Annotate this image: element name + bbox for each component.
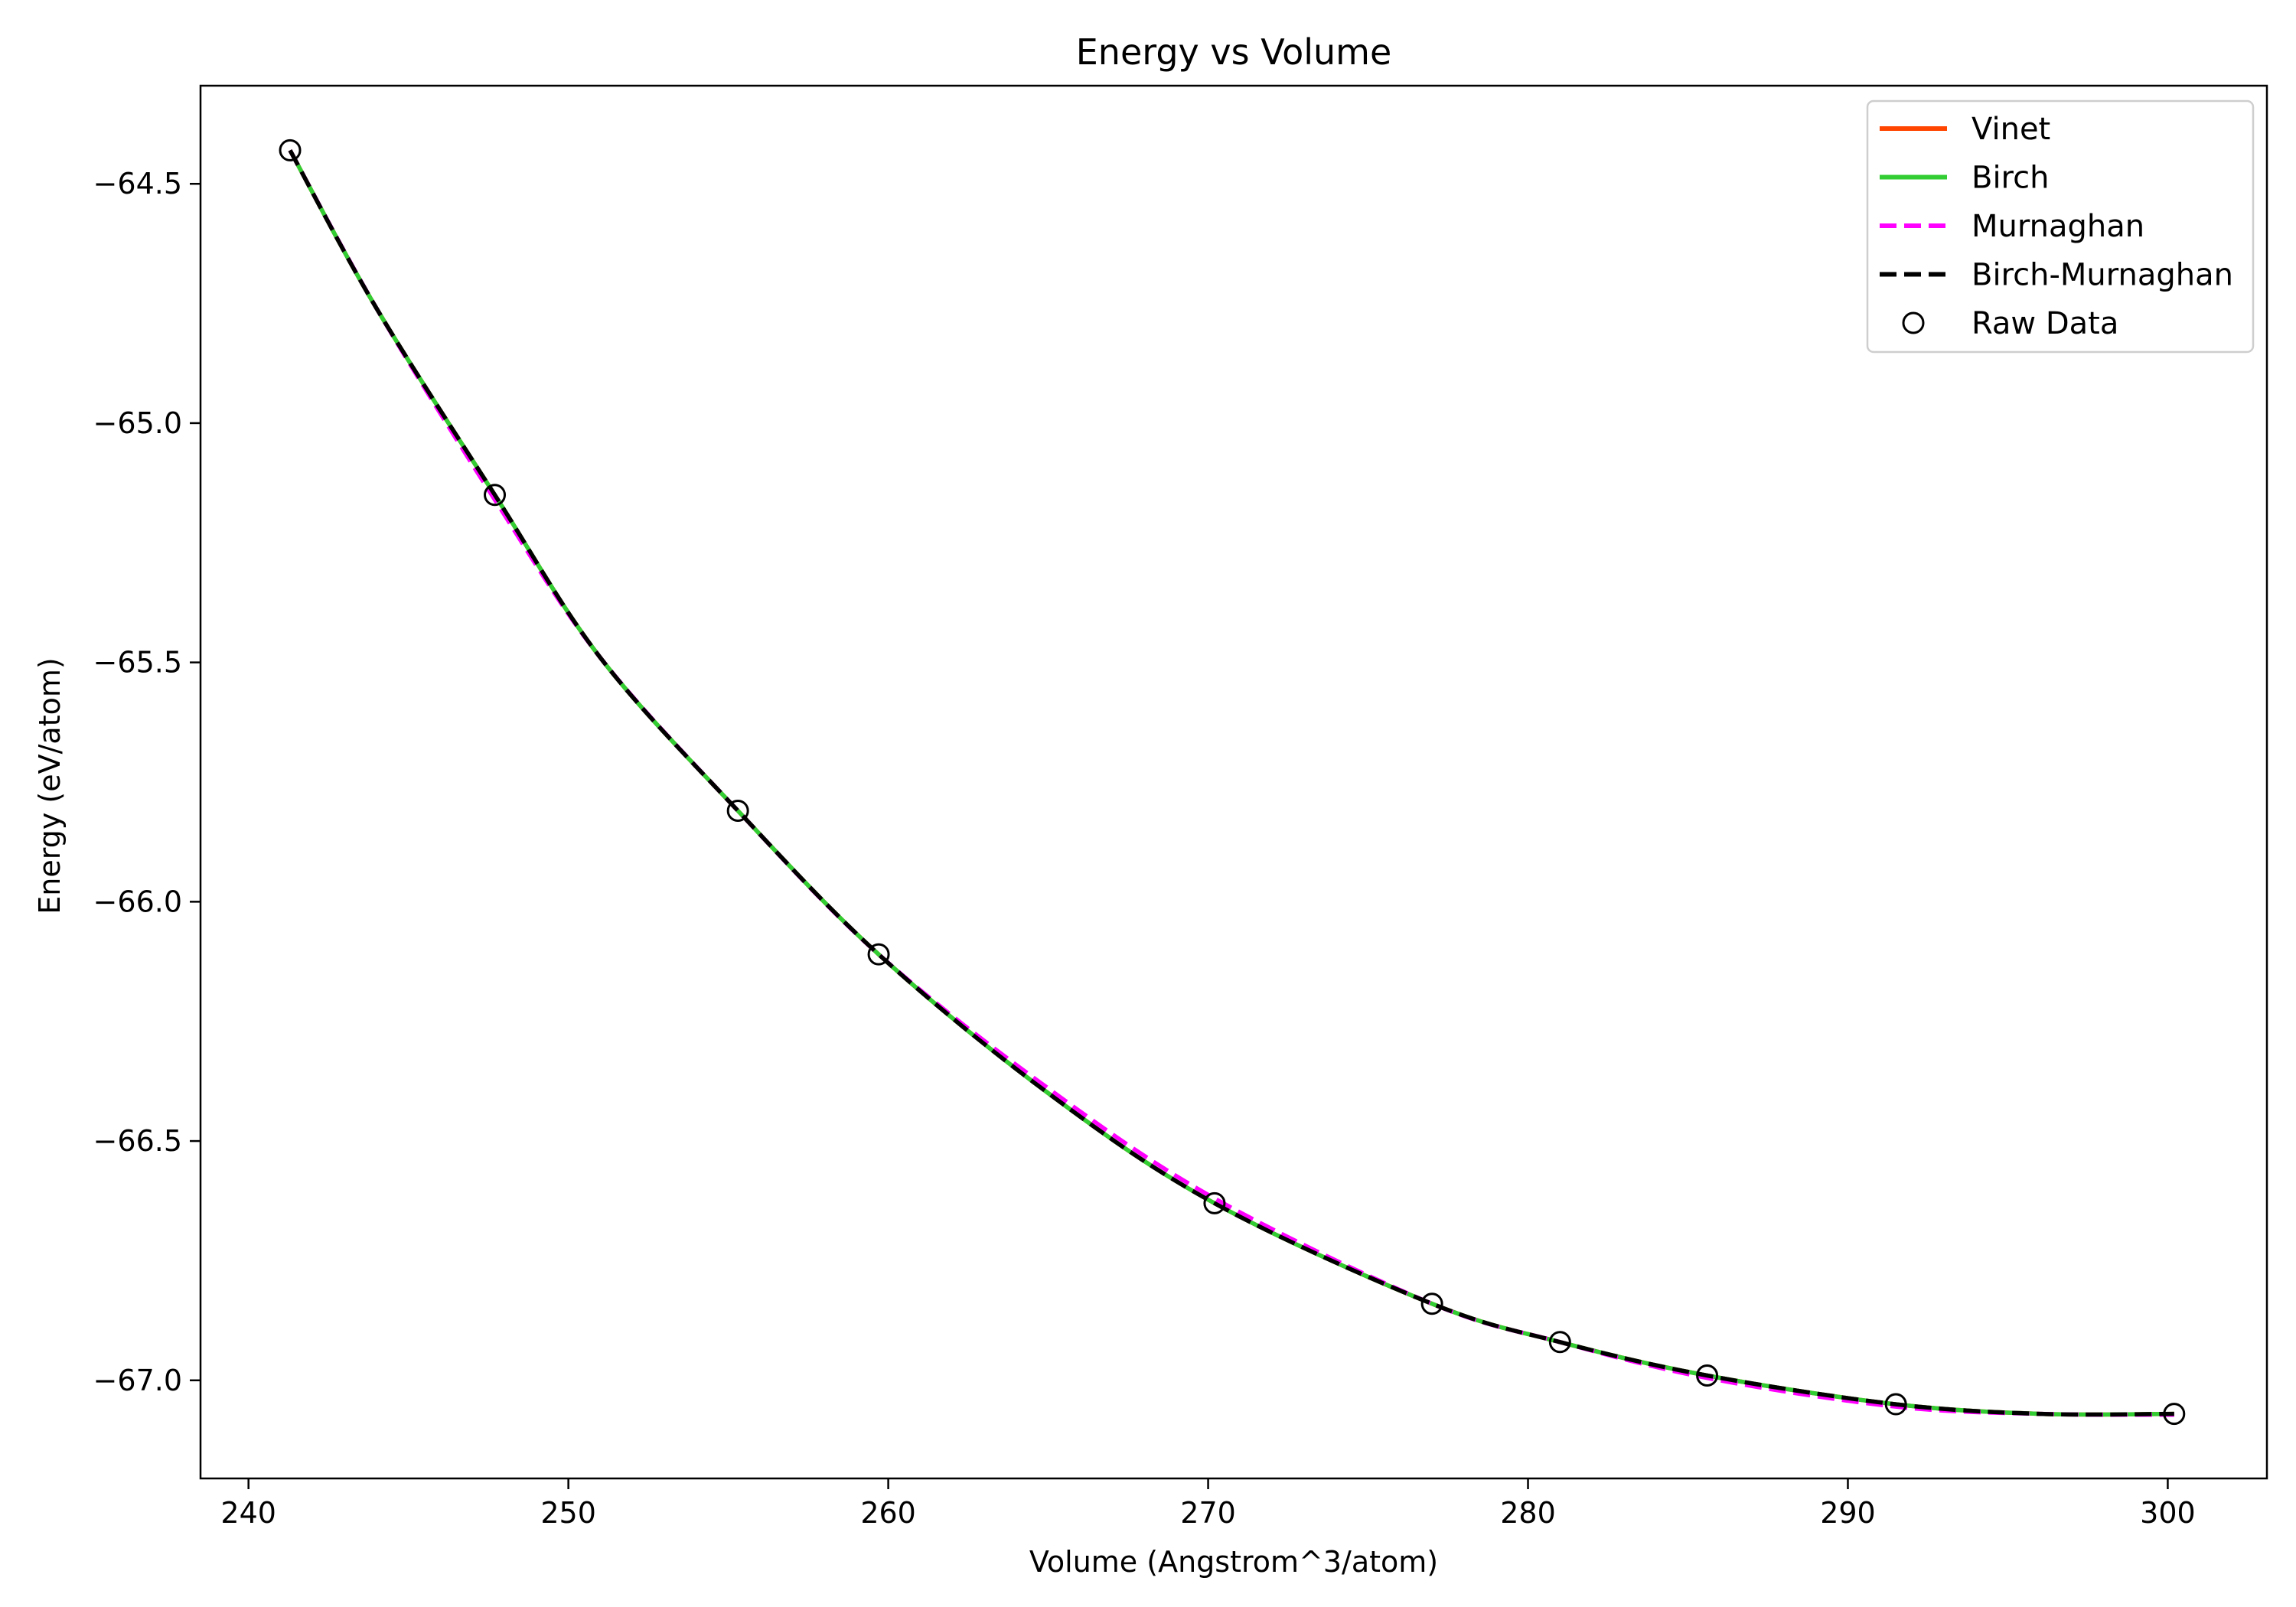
- x-tick-label: 290: [1820, 1496, 1876, 1530]
- x-tick-label: 250: [540, 1496, 596, 1530]
- legend-label: Raw Data: [1971, 306, 2118, 341]
- raw-data-point: [1420, 1292, 1443, 1315]
- raw-data-point: [279, 139, 302, 161]
- x-tick-label: 240: [220, 1496, 276, 1530]
- y-tick-label: −67.0: [93, 1364, 182, 1397]
- series-line-birch-murnaghan: [288, 149, 2174, 1417]
- x-axis-ticks: 240 250 260 270 280 290 300: [220, 1478, 2196, 1530]
- legend-label: Vinet: [1971, 112, 2050, 147]
- y-axis-label: Energy (eV/atom): [33, 657, 67, 914]
- raw-data-point: [1203, 1191, 1226, 1214]
- raw-data-point: [867, 943, 890, 966]
- y-tick-label: −66.0: [93, 885, 182, 918]
- legend-swatch-raw-data: [1902, 311, 1925, 334]
- plot-area: [279, 139, 2186, 1426]
- raw-data-point: [484, 484, 507, 507]
- y-tick-label: −66.5: [93, 1124, 182, 1158]
- x-tick-label: 300: [2140, 1496, 2196, 1530]
- axes-frame: [199, 84, 2268, 1480]
- legend-label: Birch: [1971, 161, 2049, 196]
- raw-data-point: [2163, 1403, 2186, 1426]
- y-tick-label: −65.0: [93, 406, 182, 440]
- legend: Vinet Birch Murnaghan Birch-Murnaghan Raw Da…: [1866, 99, 2255, 354]
- raw-data-point: [1696, 1364, 1719, 1387]
- raw-data-point: [1548, 1331, 1571, 1354]
- legend-box: [1866, 99, 2255, 354]
- y-tick-label: −64.5: [93, 167, 182, 200]
- x-tick-label: 280: [1500, 1496, 1556, 1530]
- y-tick-label: −65.5: [93, 646, 182, 680]
- series-line-murnaghan: [288, 149, 2174, 1417]
- legend-label: Birch-Murnaghan: [1971, 258, 2233, 293]
- chart-title: Energy vs Volume: [1076, 31, 1392, 73]
- legend-label: Murnaghan: [1971, 209, 2144, 244]
- raw-data-point: [1884, 1393, 1907, 1416]
- x-tick-label: 260: [860, 1496, 916, 1530]
- x-tick-label: 270: [1180, 1496, 1236, 1530]
- y-axis-ticks: −64.5 −65.0 −65.5 −66.0 −66.5 −67.0: [93, 167, 201, 1397]
- x-axis-label: Volume (Angstrom^3/atom): [1029, 1545, 1438, 1579]
- raw-data-point: [726, 800, 749, 823]
